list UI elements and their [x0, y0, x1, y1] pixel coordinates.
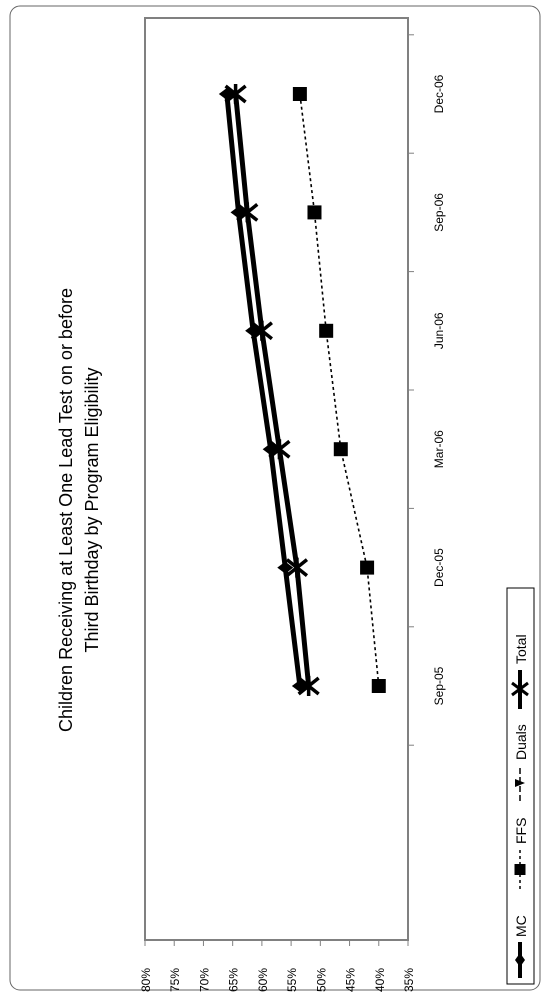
value-tick-label: 80%: [139, 968, 153, 992]
data-point-total: [268, 439, 291, 460]
data-point-ffs: [319, 323, 334, 338]
value-tick-label: 35%: [402, 968, 416, 992]
legend-ffs-label: FFS: [513, 818, 529, 844]
legend-mc-label: MC: [513, 915, 529, 937]
category-tick-label: Sep-05: [432, 666, 446, 705]
series-lines: [224, 93, 380, 687]
value-tick-label: 60%: [256, 968, 270, 992]
value-axis-ticks: 80% 75% 70% 65% 60% 55% 50% 45% 40% 35%: [139, 940, 416, 992]
series-line-mc: [224, 93, 303, 687]
value-tick-label: 70%: [197, 968, 211, 992]
legend: MC FFS Duals Total: [506, 587, 535, 985]
value-tick-label: 75%: [168, 968, 182, 992]
category-tick-label: Mar-06: [432, 430, 446, 468]
category-tick-label: Dec-06: [432, 74, 446, 113]
legend-duals-label: Duals: [513, 724, 529, 760]
legend-total-star-icon: [511, 680, 529, 698]
data-point-ffs: [292, 87, 307, 101]
data-point-total: [236, 202, 259, 223]
data-point-total: [285, 557, 309, 578]
chart-title-line1: Children Receiving at Least One Lead Tes…: [56, 288, 76, 732]
series-markers: [218, 84, 386, 696]
category-tick-label: Jun-06: [432, 312, 446, 349]
category-axis-ticks: Sep-05 Dec-05 Mar-06 Jun-06 Sep-06 Dec-06: [408, 34, 446, 746]
value-tick-label: 40%: [373, 968, 387, 992]
data-point-ffs: [333, 442, 348, 457]
legend-mc-diamond-icon: [515, 953, 525, 967]
series-line-total: [233, 93, 312, 687]
data-point-ffs: [371, 679, 386, 693]
data-point-ffs: [360, 560, 375, 575]
data-point-total: [250, 320, 273, 341]
legend-total-label: Total: [513, 634, 529, 664]
data-point-ffs: [307, 205, 322, 220]
legend-duals-triangle-icon: [515, 779, 525, 787]
value-tick-label: 65%: [227, 968, 241, 992]
category-tick-label: Sep-06: [432, 193, 446, 232]
category-tick-label: Dec-05: [432, 548, 446, 587]
legend-ffs-square-icon: [514, 864, 526, 875]
data-point-total: [224, 84, 247, 104]
value-tick-label: 45%: [344, 968, 358, 992]
value-tick-label: 55%: [285, 968, 299, 992]
value-tick-label: 50%: [314, 968, 328, 992]
chart-title-line2: Third Birthday by Program Eligibility: [82, 367, 102, 652]
data-point-mc: [277, 561, 294, 574]
series-line-ffs: [299, 93, 380, 687]
data-point-total: [297, 676, 320, 696]
